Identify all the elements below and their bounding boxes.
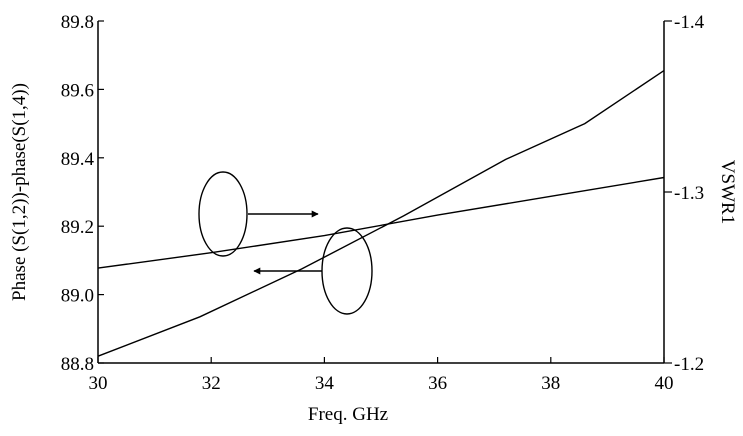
- annotation-right-axis: [198, 171, 319, 257]
- y-left-tick-label: 89.8: [61, 12, 94, 33]
- series-line-right-axis: [97, 176, 665, 269]
- y-right-axis-title: VSWR1: [717, 160, 738, 224]
- x-tick-label: 30: [89, 373, 108, 394]
- y-left-tick-label: 88.8: [61, 354, 94, 375]
- y-right-tick-label: -1.3: [674, 183, 704, 204]
- x-tick-label: 34: [315, 373, 335, 394]
- series-line-left-axis: [97, 70, 665, 357]
- x-axis-title: Freq. GHz: [308, 404, 388, 425]
- y-right-tick-label: -1.4: [674, 12, 705, 33]
- y-left-tick-label: 89.6: [61, 80, 94, 101]
- x-tick-label: 38: [541, 373, 560, 394]
- series-layer: [97, 70, 665, 357]
- y-left-tick-label: 89.4: [61, 149, 95, 170]
- x-tick-label: 32: [202, 373, 221, 394]
- ticks: [97, 20, 672, 364]
- x-tick-label: 36: [428, 373, 447, 394]
- annotation-left-axis: [253, 227, 373, 315]
- y-left-axis-title: Phase (S(1,2))-phase(S(1,4)): [9, 83, 30, 301]
- annotation-ellipse-right: [198, 171, 248, 257]
- annotation-ellipse-left: [321, 227, 373, 315]
- x-tick-label: 40: [655, 373, 674, 394]
- tick-labels: 30 32 34 36 38 40 88.8 89.0 89.2 89.4 89.6 89.8 -1.2…: [61, 12, 705, 394]
- y-left-tick-label: 89.2: [61, 217, 94, 238]
- y-right-tick-label: -1.2: [674, 354, 704, 375]
- y-left-tick-label: 89.0: [61, 286, 94, 307]
